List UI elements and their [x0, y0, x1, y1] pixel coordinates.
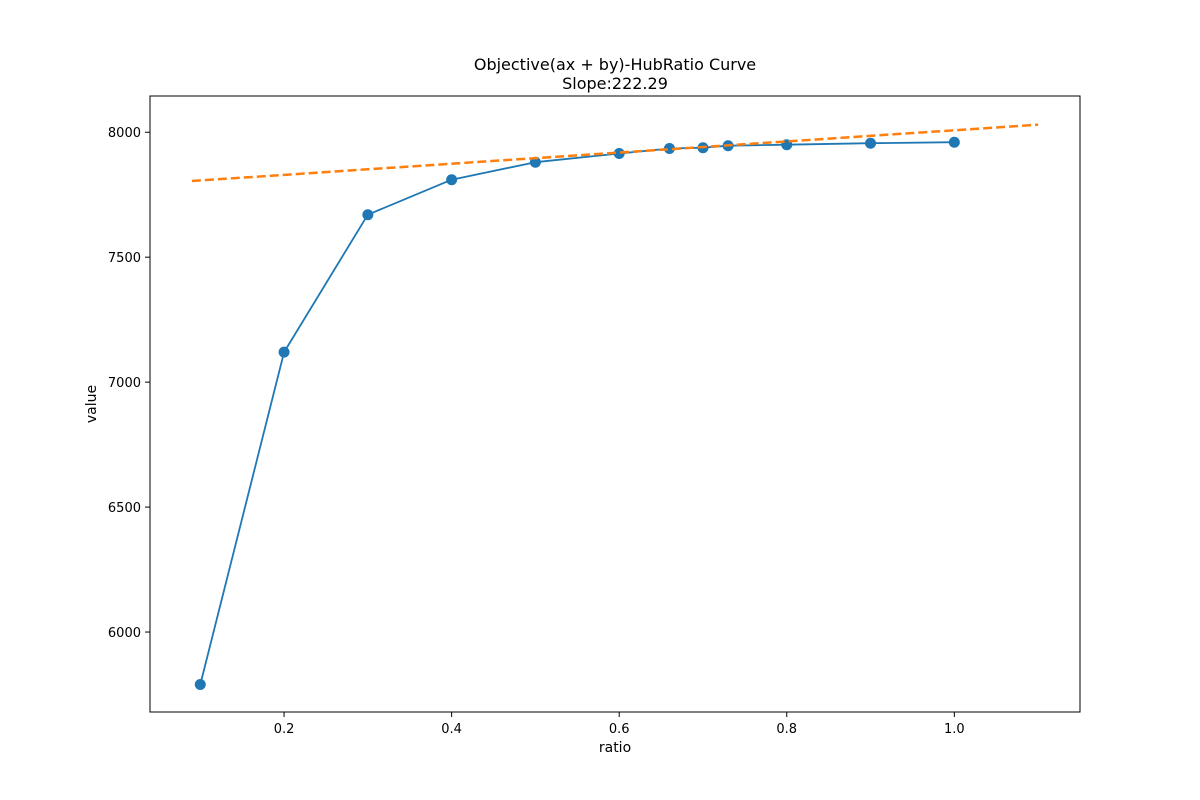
chart-subtitle: Slope:222.29: [562, 74, 668, 93]
y-tick-label: 7500: [108, 251, 141, 266]
plot-data-layer: [191, 123, 1039, 691]
y-tick-label: 7000: [108, 376, 141, 391]
data-point-marker: [613, 147, 625, 159]
data-point-marker: [362, 209, 374, 221]
x-tick-label: 0.2: [274, 722, 295, 737]
data-point-marker: [446, 174, 458, 186]
x-axis-ticks: 0.2 0.4 0.6 0.8 1.0: [274, 712, 965, 737]
y-axis-ticks: 6000 6500 7000 7500 8000: [108, 126, 150, 641]
chart-title: Objective(ax + by)-HubRatio Curve: [474, 55, 756, 74]
x-tick-label: 0.8: [776, 722, 797, 737]
x-axis-label: ratio: [599, 740, 631, 756]
fit-line-dashed: [191, 123, 1039, 183]
y-axis-label: value: [84, 385, 100, 423]
data-point-marker: [948, 136, 960, 148]
x-tick-label: 0.6: [609, 722, 630, 737]
y-tick-label: 6000: [108, 626, 141, 641]
y-tick-label: 6500: [108, 501, 141, 516]
plot-area-frame: [149, 95, 1081, 713]
y-tick-label: 8000: [108, 126, 141, 141]
data-point-marker: [865, 137, 877, 149]
data-point-marker: [278, 346, 290, 358]
x-tick-label: 1.0: [944, 722, 965, 737]
series-line: [199, 141, 955, 685]
data-point-marker: [194, 679, 206, 691]
data-point-marker: [663, 142, 675, 154]
x-tick-label: 0.4: [441, 722, 462, 737]
